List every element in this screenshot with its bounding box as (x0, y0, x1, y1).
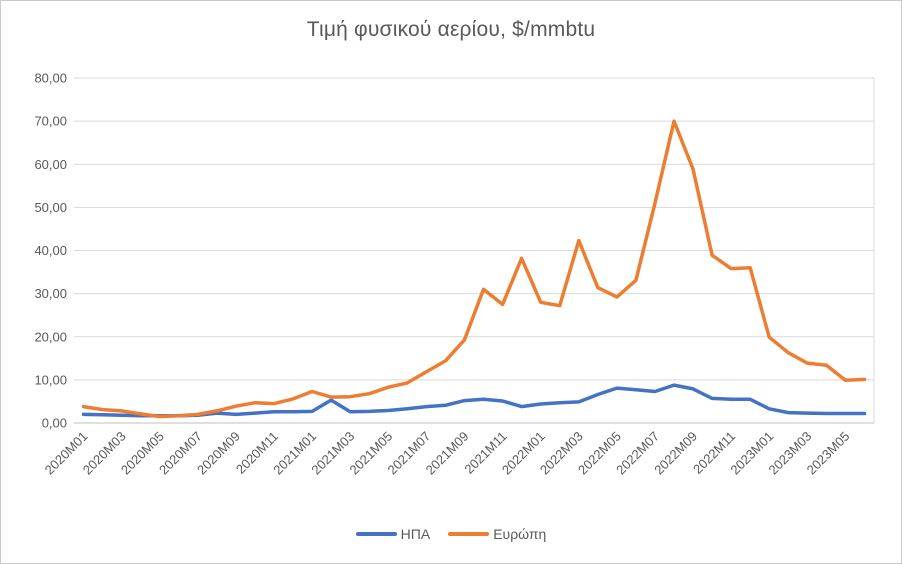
y-tick-label: 70,00 (34, 114, 67, 129)
legend-label-europe: Ευρώπη (493, 526, 547, 542)
y-tick-label: 0,00 (42, 416, 67, 431)
y-tick-label: 20,00 (34, 329, 67, 344)
y-tick-label: 30,00 (34, 286, 67, 301)
legend-line-sample-europe (448, 532, 490, 536)
series-line-ΗΠΑ (81, 383, 867, 418)
legend-line-sample-usa (355, 532, 397, 536)
legend-item-usa: ΗΠΑ (355, 526, 431, 542)
y-tick-label: 40,00 (34, 243, 67, 258)
y-tick-label: 60,00 (34, 157, 67, 172)
y-tick-label: 10,00 (34, 372, 67, 387)
legend-item-europe: Ευρώπη (448, 526, 546, 542)
legend-label-usa: ΗΠΑ (400, 526, 431, 542)
legend: ΗΠΑ Ευρώπη (1, 526, 901, 542)
series-line-Ευρώπη (81, 119, 867, 419)
y-tick-label: 80,00 (34, 71, 67, 86)
y-tick-label: 50,00 (34, 200, 67, 215)
chart-title: Τιμή φυσικού αερίου, $/mmbtu (306, 18, 596, 41)
